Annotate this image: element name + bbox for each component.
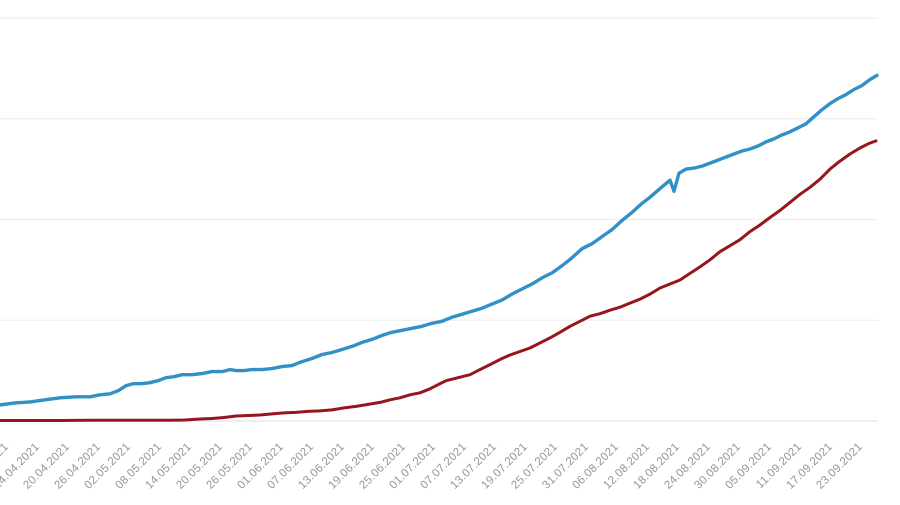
red-series-line (0, 139, 878, 422)
blue-series-line (0, 73, 879, 407)
